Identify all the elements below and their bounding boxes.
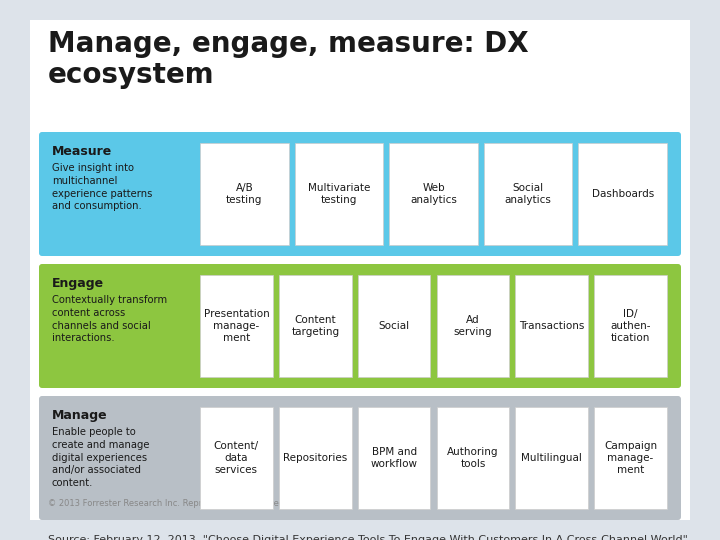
Text: © 2013 Forrester Research Inc. Reproduction Prohibited: © 2013 Forrester Research Inc. Reproduct…: [48, 499, 284, 508]
Text: Presentation
manage-
ment: Presentation manage- ment: [204, 309, 269, 343]
Text: A/B
testing: A/B testing: [226, 183, 263, 205]
Text: Campaign
manage-
ment: Campaign manage- ment: [604, 441, 657, 475]
Text: Engage: Engage: [52, 277, 104, 290]
Text: Multivariate
testing: Multivariate testing: [307, 183, 370, 205]
FancyBboxPatch shape: [358, 407, 431, 509]
FancyBboxPatch shape: [279, 407, 351, 509]
Text: Contextually transform
content across
channels and social
interactions.: Contextually transform content across ch…: [52, 295, 167, 343]
FancyBboxPatch shape: [200, 143, 289, 245]
Text: Authoring
tools: Authoring tools: [447, 447, 499, 469]
Text: Manage: Manage: [52, 409, 107, 422]
FancyBboxPatch shape: [39, 132, 681, 256]
FancyBboxPatch shape: [39, 396, 681, 520]
Text: Web
analytics: Web analytics: [410, 183, 457, 205]
Text: ID/
authen-
tication: ID/ authen- tication: [611, 309, 651, 343]
FancyBboxPatch shape: [484, 143, 572, 245]
Text: Content
targeting: Content targeting: [291, 315, 339, 337]
Text: Give insight into
multichannel
experience patterns
and consumption.: Give insight into multichannel experienc…: [52, 163, 153, 211]
FancyBboxPatch shape: [39, 264, 681, 388]
FancyBboxPatch shape: [594, 275, 667, 377]
FancyBboxPatch shape: [516, 407, 588, 509]
Text: Multilingual: Multilingual: [521, 453, 582, 463]
FancyBboxPatch shape: [200, 275, 273, 377]
Text: BPM and
workflow: BPM and workflow: [371, 447, 418, 469]
FancyBboxPatch shape: [30, 20, 690, 520]
Text: Measure: Measure: [52, 145, 112, 158]
Text: Repositories: Repositories: [283, 453, 347, 463]
FancyBboxPatch shape: [578, 143, 667, 245]
Text: Enable people to
create and manage
digital experiences
and/or associated
content: Enable people to create and manage digit…: [52, 427, 150, 488]
Text: Social
analytics: Social analytics: [505, 183, 552, 205]
FancyBboxPatch shape: [516, 275, 588, 377]
FancyBboxPatch shape: [294, 143, 383, 245]
FancyBboxPatch shape: [279, 275, 351, 377]
Text: Transactions: Transactions: [519, 321, 585, 331]
Text: Manage, engage, measure: DX
ecosystem: Manage, engage, measure: DX ecosystem: [48, 30, 528, 89]
Text: Content/
data
services: Content/ data services: [214, 441, 259, 475]
FancyBboxPatch shape: [358, 275, 431, 377]
Text: Ad
serving: Ad serving: [454, 315, 492, 337]
Text: Dashboards: Dashboards: [592, 189, 654, 199]
Text: Source: February 12, 2013, "Choose Digital Experience Tools To Engage With Custo: Source: February 12, 2013, "Choose Digit…: [48, 535, 688, 540]
Text: Social: Social: [379, 321, 410, 331]
FancyBboxPatch shape: [594, 407, 667, 509]
FancyBboxPatch shape: [390, 143, 478, 245]
FancyBboxPatch shape: [436, 407, 509, 509]
FancyBboxPatch shape: [200, 407, 273, 509]
FancyBboxPatch shape: [436, 275, 509, 377]
